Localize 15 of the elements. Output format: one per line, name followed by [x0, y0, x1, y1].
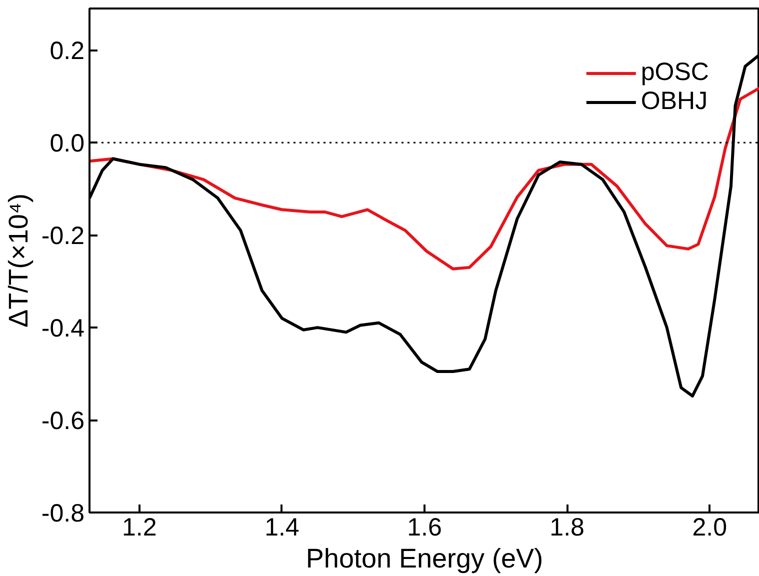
x-tick-label: 1.4 [264, 514, 300, 542]
y-tick-label: -0.4 [41, 314, 85, 343]
x-tick-label: 2.0 [692, 514, 727, 542]
y-tick-label: -0.2 [41, 222, 85, 250]
x-tick-label: 1.2 [122, 514, 157, 542]
x-tick-label: 1.6 [407, 514, 442, 542]
y-axis-title: ΔT/T(×10⁴) [3, 194, 34, 328]
y-tick-label: -0.8 [41, 500, 85, 528]
x-axis-title: Photon Energy (eV) [306, 544, 544, 574]
legend-label: OBHJ [640, 87, 708, 116]
y-tick-label: -0.6 [41, 407, 85, 436]
x-tick-label: 1.8 [550, 514, 584, 542]
y-tick-label: 0.0 [50, 130, 85, 158]
y-tick-label: 0.2 [50, 37, 85, 66]
legend-label: pOSC [640, 58, 709, 87]
